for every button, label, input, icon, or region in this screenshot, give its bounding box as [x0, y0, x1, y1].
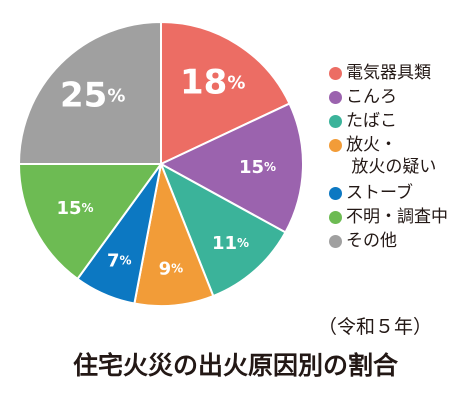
legend-label: 放火・ 放火の疑い [346, 135, 437, 177]
legend-label: 不明・調査中 [346, 207, 448, 227]
slice-value-label: 9% [159, 258, 184, 279]
chart-title: 住宅火災の出火原因別の割合 [72, 351, 398, 380]
pie-slice [159, 161, 287, 298]
slice-value-label: 18% [180, 63, 245, 103]
pie-slice [17, 20, 162, 165]
pie-slice [17, 163, 163, 281]
legend-swatch [329, 91, 342, 104]
chart-legend: 電気器具類こんろたばこ放火・ 放火の疑いストーブ不明・調査中 その他 [329, 62, 448, 254]
legend-swatch [329, 187, 342, 200]
slice-value-label: 25% [60, 76, 125, 116]
legend-swatch [329, 67, 342, 80]
legend-swatch [329, 211, 342, 224]
pie-slice [160, 20, 291, 166]
slice-value-label: 15% [239, 157, 276, 178]
legend-item: たばこ [329, 110, 448, 134]
slice-value-label: 7% [107, 250, 132, 271]
legend-label: その他 [346, 231, 397, 251]
legend-swatch [329, 235, 342, 248]
legend-item: ストーブ [329, 182, 448, 206]
legend-swatch [329, 139, 342, 152]
chart-subtitle: （令和５年） [318, 316, 433, 338]
pie-slice [158, 102, 304, 234]
slice-value-label: 15% [56, 197, 93, 218]
legend-label: たばこ [346, 111, 397, 131]
slice-value-label: 11% [212, 232, 249, 253]
legend-swatch [329, 115, 342, 128]
legend-item: 放火・ 放火の疑い [329, 134, 448, 182]
pie-slices [17, 20, 304, 307]
legend-label: こんろ [346, 87, 397, 107]
legend-item: 不明・調査中 [329, 206, 448, 230]
legend-item: こんろ [329, 86, 448, 110]
pie-slice [133, 160, 215, 307]
legend-item: その他 [329, 230, 448, 254]
pie-value-labels: 18% 15% 11% 9% 7% 15% 25% [56, 63, 276, 280]
legend-item: 電気器具類 [329, 62, 448, 86]
legend-label: ストーブ [346, 183, 413, 203]
legend-label: 電気器具類 [346, 63, 431, 83]
